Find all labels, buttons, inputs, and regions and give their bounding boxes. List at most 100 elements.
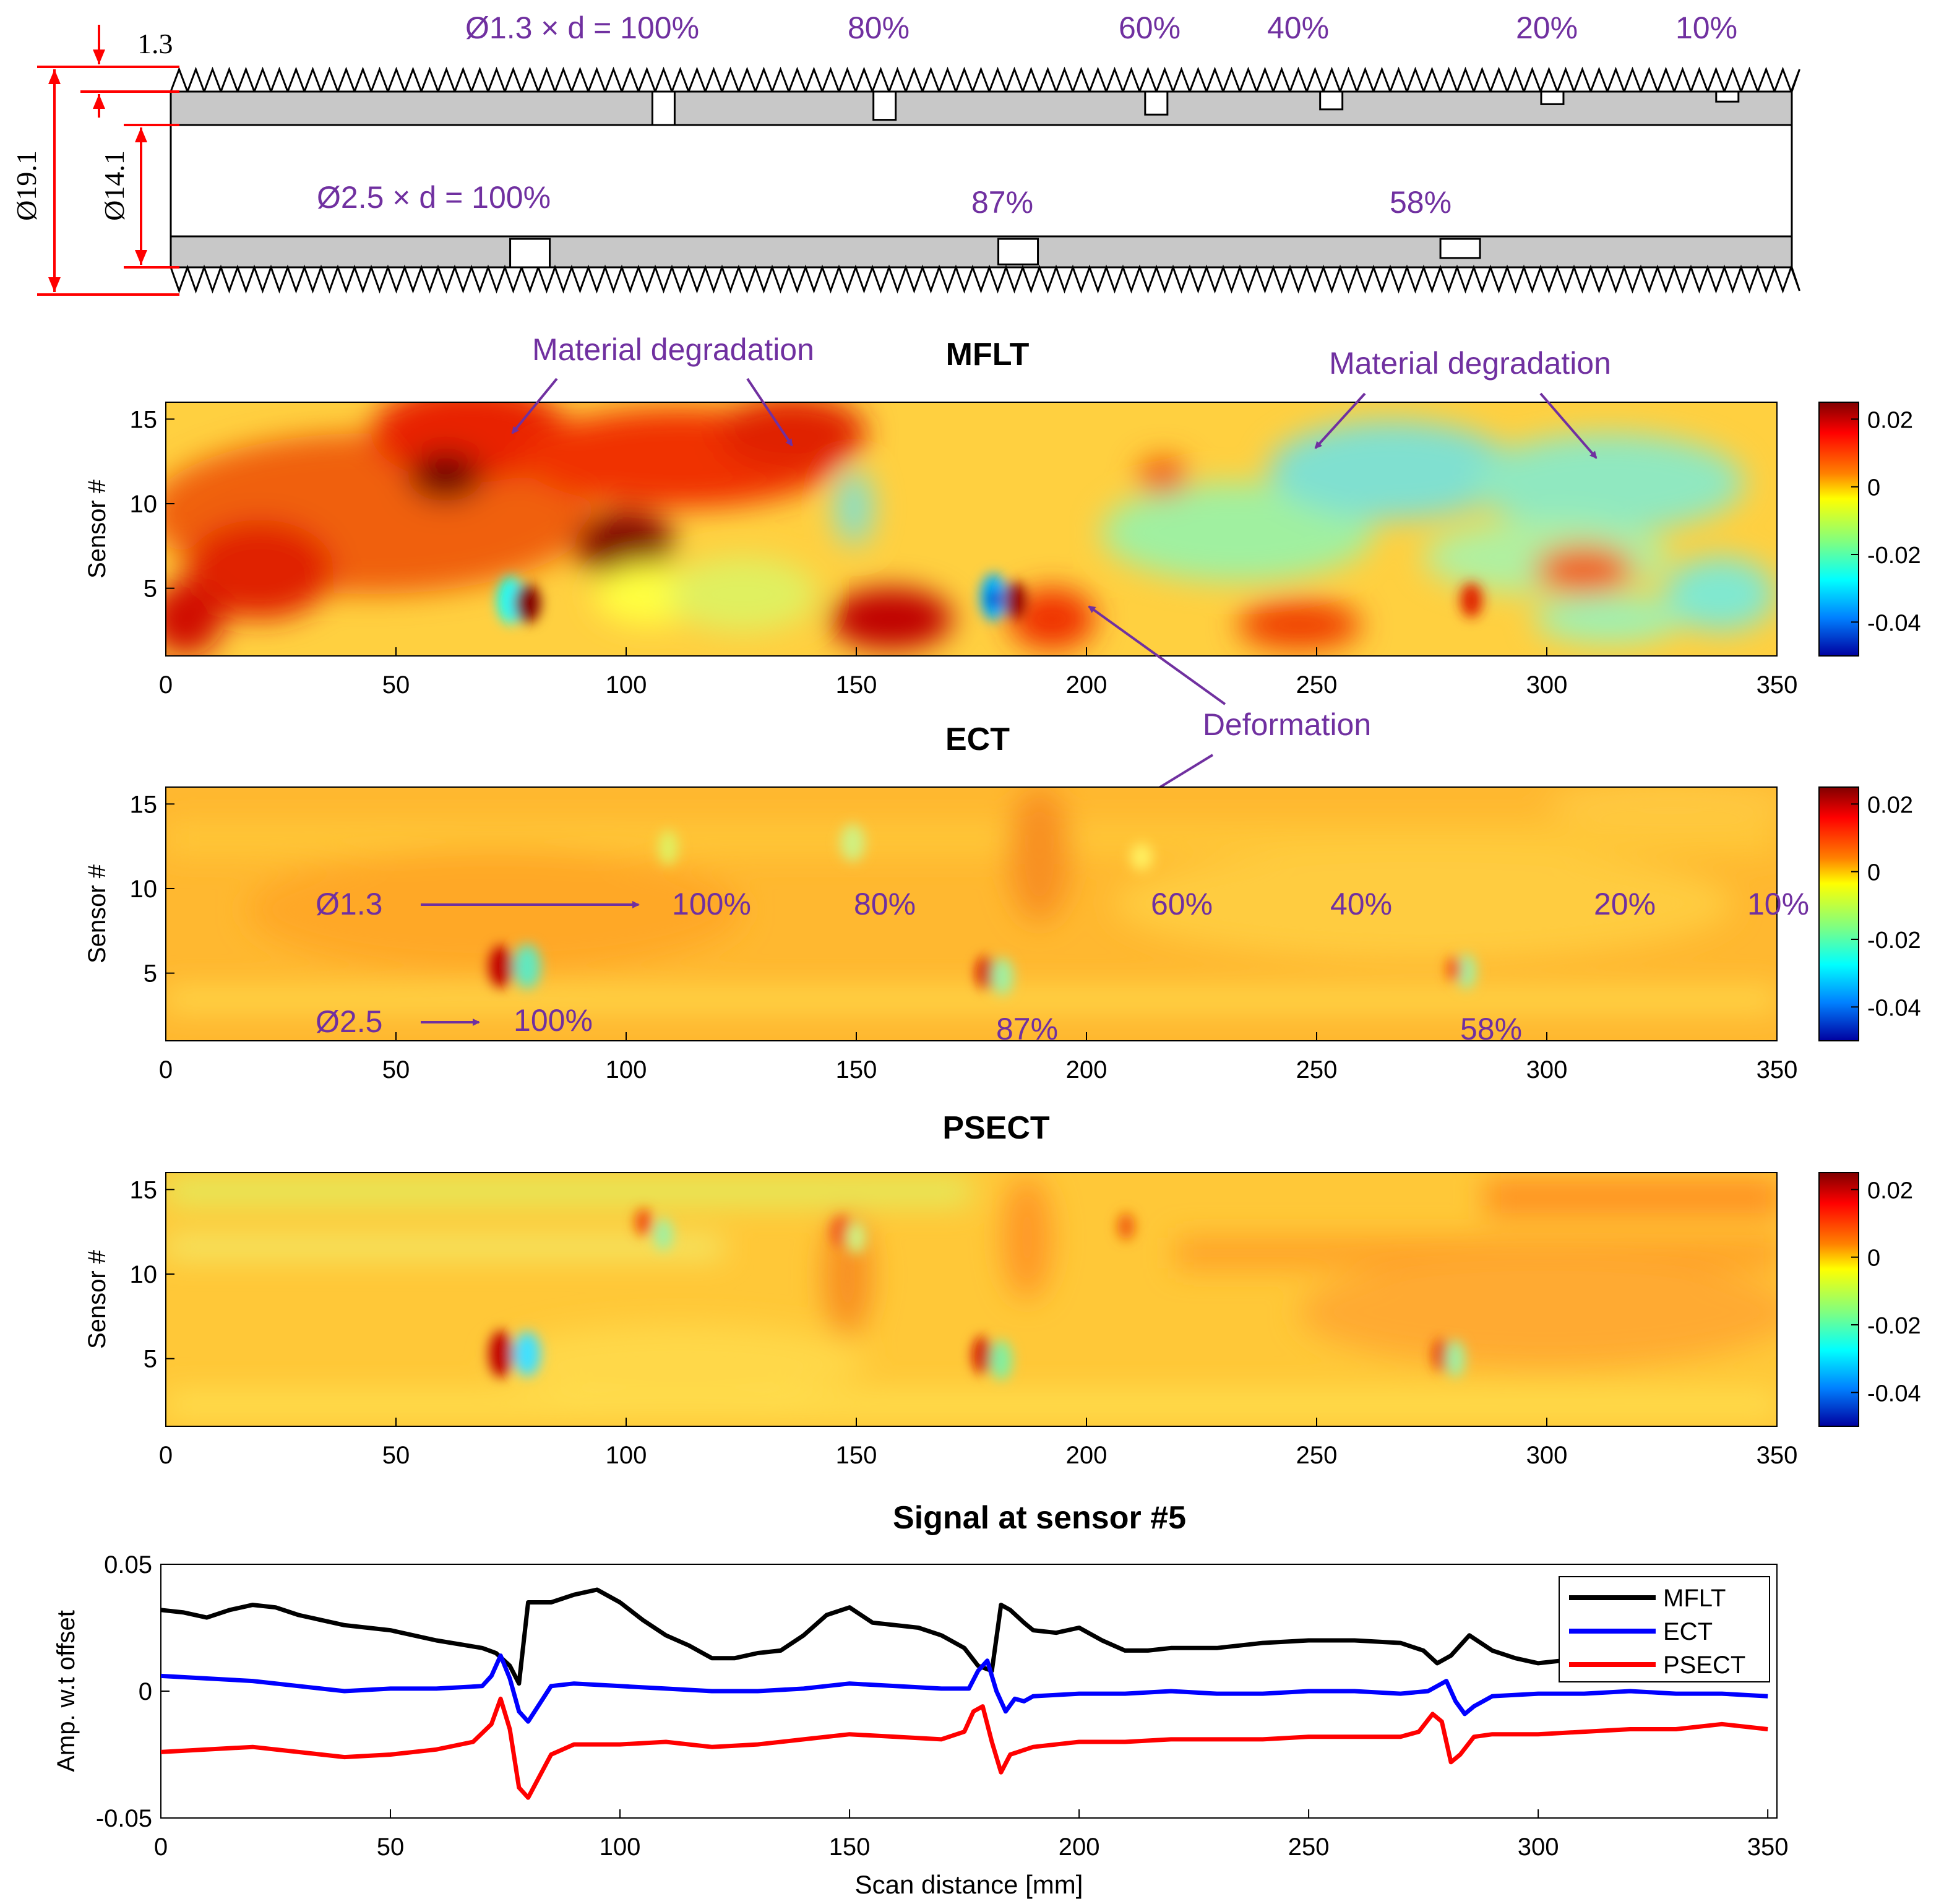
colorbar-tick-label: -0.04 <box>1867 610 1921 636</box>
line-y-tick-label: 0.05 <box>104 1551 152 1579</box>
x-tick-label: 250 <box>1296 1442 1338 1469</box>
colorbar-tick-label: -0.04 <box>1867 1381 1921 1406</box>
ect-top-depth-label: 80% <box>854 887 916 921</box>
top-defect-notch <box>1540 90 1565 105</box>
colorbar-tick-label: 0 <box>1867 860 1880 886</box>
mflt-axes-box <box>165 402 1778 657</box>
line-y-tick-label: 0 <box>139 1678 152 1705</box>
y-tick-label: 5 <box>144 960 157 988</box>
line-x-tick-label: 0 <box>154 1833 168 1861</box>
line-chart-series <box>160 1587 1768 1800</box>
x-tick-label: 100 <box>606 1056 647 1083</box>
x-tick-label: 100 <box>606 1442 647 1469</box>
line-x-tick-label: 200 <box>1059 1833 1100 1861</box>
x-tick-label: 300 <box>1526 671 1568 699</box>
line-chart-ylabel: Amp. w.t offset <box>53 1610 80 1772</box>
bottom-depth-label: 87% <box>971 185 1033 220</box>
ect-axis-ticks: 0 50 100 150 200 250 300 350 15 10 5 <box>130 791 1798 1083</box>
psect-colorbar: 0.02 0 -0.02 -0.04 <box>1818 1172 1921 1427</box>
tube-wall-top <box>170 90 1793 126</box>
mflt-heatmap-image <box>166 402 1777 656</box>
top-row-depth-labels: 80% 60% 40% 20% 10% <box>848 11 1737 45</box>
outer-fins-bottom <box>170 264 1800 294</box>
line-x-tick-label: 300 <box>1518 1833 1559 1861</box>
mflt-ylabel: Sensor # <box>84 479 111 579</box>
ect-bottom-depth-labels: 100% 87% 58% <box>514 1003 1522 1046</box>
x-tick-label: 350 <box>1757 1056 1798 1083</box>
colorbar-gradient <box>1818 402 1859 657</box>
colorbar-tick-label: -0.04 <box>1867 995 1921 1021</box>
top-defect-notch <box>651 90 676 126</box>
mflt-annotation-material-right: Material degradation <box>1329 346 1611 381</box>
x-tick-label: 150 <box>836 1442 877 1469</box>
bottom-defect-notch <box>1439 238 1481 259</box>
dimension-lines <box>37 25 179 296</box>
y-tick-label: 10 <box>130 876 158 903</box>
top-row-defects <box>651 90 1740 126</box>
mflt-title: MFLT <box>946 337 1030 373</box>
annotation-arrows <box>511 377 1598 830</box>
tube-cross-section-diagram: 1.3 Ø19.1 Ø14.1 Ø1.3 × d = 100% 80% 60% 40… <box>11 11 1800 296</box>
line-x-tick-label: 100 <box>600 1833 641 1861</box>
ect-top-depth-label: 100% <box>672 887 751 921</box>
ect-top-depth-labels: 100% 80% 60% 40% 20% 10% <box>672 887 1809 921</box>
x-tick-label: 300 <box>1526 1442 1568 1469</box>
ect-colorbar: 0.02 0 -0.02 -0.04 <box>1818 786 1921 1041</box>
bottom-defect-notch <box>997 238 1039 265</box>
top-defect-notch <box>1144 90 1169 116</box>
ect-top-depth-label: 10% <box>1747 887 1809 921</box>
legend-label-psect: PSECT <box>1663 1652 1745 1679</box>
top-depth-label: 10% <box>1675 11 1737 45</box>
x-tick-label: 100 <box>606 671 647 699</box>
line-chart-legend: MFLT ECT PSECT <box>1559 1576 1770 1682</box>
x-tick-label: 0 <box>159 1056 173 1083</box>
colorbar-tick-label: 0.02 <box>1867 792 1913 818</box>
bottom-depth-label: 58% <box>1390 185 1452 220</box>
y-tick-label: 10 <box>130 1261 158 1288</box>
colorbar-tick-label: -0.02 <box>1867 1313 1921 1339</box>
ect-top-depth-label: 60% <box>1151 887 1213 921</box>
x-tick-label: 300 <box>1526 1056 1568 1083</box>
psect-axis-ticks: 0 50 100 150 200 250 300 350 15 10 5 <box>130 1176 1798 1469</box>
line-y-tick-label: -0.05 <box>96 1805 152 1832</box>
y-tick-label: 10 <box>130 491 158 518</box>
x-tick-label: 150 <box>836 671 877 699</box>
top-defect-notch <box>872 90 897 121</box>
ect-label-small-defect: Ø1.3 <box>316 887 382 921</box>
bottom-row-label: Ø2.5 × d = 100% <box>317 180 551 215</box>
line-x-tick-label: 250 <box>1288 1833 1330 1861</box>
x-tick-label: 350 <box>1757 671 1798 699</box>
x-tick-label: 250 <box>1296 1056 1338 1083</box>
x-tick-label: 250 <box>1296 671 1338 699</box>
top-row-label: Ø1.3 × d = 100% <box>465 11 699 45</box>
series-line-psect <box>160 1696 1768 1800</box>
ect-bottom-depth-label: 100% <box>514 1003 593 1038</box>
psect-heatmap-panel: PSECT <box>84 1110 1921 1469</box>
signal-line-chart: Signal at sensor #5 0 50 100 150 200 250 300 35… <box>53 1500 1789 1899</box>
colorbar-gradient <box>1818 786 1859 1041</box>
x-tick-label: 200 <box>1066 1442 1107 1469</box>
y-tick-label: 15 <box>130 791 158 818</box>
x-tick-label: 150 <box>836 1056 877 1083</box>
outer-fins-top <box>170 66 1800 95</box>
ect-label-arrows <box>421 901 640 1026</box>
mflt-heatmap-panel: MFLT <box>84 332 1921 830</box>
colorbar-tick-label: 0.02 <box>1867 1178 1913 1204</box>
psect-ylabel: Sensor # <box>84 1249 111 1349</box>
top-defect-notch <box>1715 90 1740 103</box>
ect-bottom-depth-label: 58% <box>1460 1012 1522 1046</box>
colorbar-tick-label: 0.02 <box>1867 407 1913 433</box>
top-depth-label: 80% <box>848 11 910 45</box>
ect-title: ECT <box>945 722 1010 757</box>
line-x-tick-label: 50 <box>377 1833 405 1861</box>
ect-top-depth-label: 40% <box>1330 887 1392 921</box>
dim-fin-height: 1.3 <box>137 28 173 59</box>
x-tick-label: 0 <box>159 671 173 699</box>
top-depth-label: 40% <box>1267 11 1329 45</box>
colorbar-tick-label: -0.02 <box>1867 928 1921 954</box>
y-tick-label: 5 <box>144 1346 157 1373</box>
ect-bottom-depth-label: 87% <box>996 1012 1058 1046</box>
psect-axes-box <box>165 1172 1778 1427</box>
